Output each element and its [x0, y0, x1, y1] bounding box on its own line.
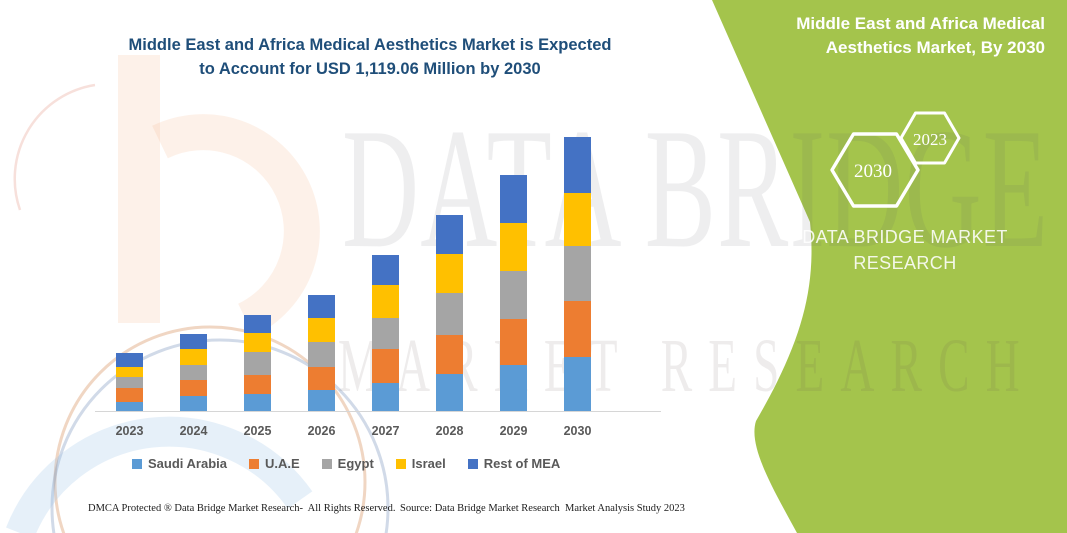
bar-2028	[436, 215, 463, 412]
legend-item-israel: Israel	[395, 456, 446, 471]
bar-segment-u-a-e-2023	[116, 388, 143, 402]
legend-item-egypt: Egypt	[321, 456, 374, 471]
bar-segment-rest-of-mea-2030	[564, 137, 591, 194]
footer-source-text: Source: Data Bridge Market Research Mark…	[400, 503, 685, 514]
logo-corner-arc	[13, 83, 96, 211]
legend-item-rest-of-mea: Rest of MEA	[467, 456, 561, 471]
x-axis-label-2025: 2025	[243, 424, 272, 438]
bar-segment-egypt-2026	[308, 341, 335, 368]
legend-item-u-a-e: U.A.E	[248, 456, 300, 471]
x-axis-label-2029: 2029	[499, 424, 528, 438]
logo-bowl-shape	[152, 114, 320, 337]
bar-segment-saudi-arabia-2023	[116, 401, 143, 412]
bar-segment-egypt-2023	[116, 377, 143, 389]
x-axis-label-2030: 2030	[563, 424, 592, 438]
bar-segment-rest-of-mea-2029	[500, 174, 527, 224]
bar-2024	[180, 334, 207, 412]
bar-segment-saudi-arabia-2025	[244, 394, 271, 412]
bar-2025	[244, 315, 271, 412]
bar-segment-saudi-arabia-2028	[436, 373, 463, 412]
bar-2026	[308, 295, 335, 412]
legend-label-u-a-e: U.A.E	[264, 456, 300, 471]
bar-segment-saudi-arabia-2026	[308, 390, 335, 412]
bar-segment-rest-of-mea-2025	[244, 315, 271, 334]
bar-segment-u-a-e-2025	[244, 374, 271, 395]
green-panel-shape	[712, 0, 1067, 533]
legend-swatch-u-a-e	[248, 458, 259, 469]
logo-stem-shape	[118, 55, 160, 323]
legend-swatch-israel	[395, 458, 406, 469]
legend-swatch-egypt	[321, 458, 332, 469]
bar-segment-israel-2028	[436, 253, 463, 293]
bar-segment-israel-2026	[308, 318, 335, 342]
bar-segment-rest-of-mea-2027	[372, 254, 399, 285]
bar-segment-rest-of-mea-2024	[180, 334, 207, 350]
bar-segment-israel-2024	[180, 349, 207, 366]
legend-item-saudi-arabia: Saudi Arabia	[132, 456, 227, 471]
chart-title-line1: Middle East and Africa Medical Aesthetic…	[128, 36, 612, 54]
bar-segment-israel-2027	[372, 284, 399, 318]
bar-segment-saudi-arabia-2029	[500, 364, 527, 412]
legend-label-egypt: Egypt	[337, 456, 374, 471]
x-axis-line	[95, 411, 661, 412]
legend-swatch-rest-of-mea	[467, 458, 478, 469]
bar-segment-israel-2029	[500, 223, 527, 271]
legend-label-saudi-arabia: Saudi Arabia	[148, 456, 227, 471]
legend-swatch-saudi-arabia	[132, 458, 142, 469]
x-axis-label-2026: 2026	[307, 424, 336, 438]
bar-segment-israel-2030	[564, 193, 591, 247]
legend-label-israel: Israel	[411, 456, 446, 471]
bar-segment-u-a-e-2027	[372, 348, 399, 383]
bar-segment-saudi-arabia-2030	[564, 356, 591, 412]
bar-2029	[500, 174, 527, 412]
x-axis-label-2023: 2023	[115, 424, 144, 438]
bar-segment-egypt-2027	[372, 318, 399, 349]
bar-segment-egypt-2025	[244, 351, 271, 375]
bar-2027	[372, 254, 399, 412]
x-axis-label-2024: 2024	[179, 424, 208, 438]
chart-title-line2: to Account for USD 1,119.06 Million by 2…	[199, 60, 541, 78]
bar-segment-egypt-2029	[500, 270, 527, 319]
logo-red-ring	[53, 325, 367, 533]
bar-segment-saudi-arabia-2024	[180, 396, 207, 412]
bar-segment-israel-2025	[244, 333, 271, 352]
bar-segment-saudi-arabia-2027	[372, 383, 399, 412]
bar-segment-rest-of-mea-2023	[116, 352, 143, 367]
bar-segment-u-a-e-2026	[308, 367, 335, 391]
x-axis-label-2028: 2028	[435, 424, 464, 438]
x-axis-label-2027: 2027	[371, 424, 400, 438]
logo-blue-ring	[50, 338, 390, 533]
bar-segment-u-a-e-2024	[180, 379, 207, 397]
bar-2030	[564, 137, 591, 412]
bar-segment-egypt-2030	[564, 246, 591, 302]
bar-segment-u-a-e-2028	[436, 334, 463, 374]
chart-title: Middle East and Africa Medical Aesthetic…	[70, 33, 670, 81]
footer-dmca-text: DMCA Protected ® Data Bridge Market Rese…	[88, 503, 396, 514]
legend: Saudi Arabia U.A.E Egypt Israel Rest of MEA	[132, 456, 560, 471]
bar-2023	[116, 352, 143, 412]
bar-segment-rest-of-mea-2026	[308, 295, 335, 319]
bar-segment-u-a-e-2029	[500, 318, 527, 365]
bar-segment-u-a-e-2030	[564, 301, 591, 357]
bar-segment-rest-of-mea-2028	[436, 215, 463, 254]
bar-segment-israel-2023	[116, 366, 143, 378]
bar-segment-egypt-2028	[436, 292, 463, 335]
logo-lightblue-arc	[6, 416, 313, 533]
legend-label-rest-of-mea: Rest of MEA	[483, 456, 561, 471]
bar-segment-egypt-2024	[180, 365, 207, 380]
